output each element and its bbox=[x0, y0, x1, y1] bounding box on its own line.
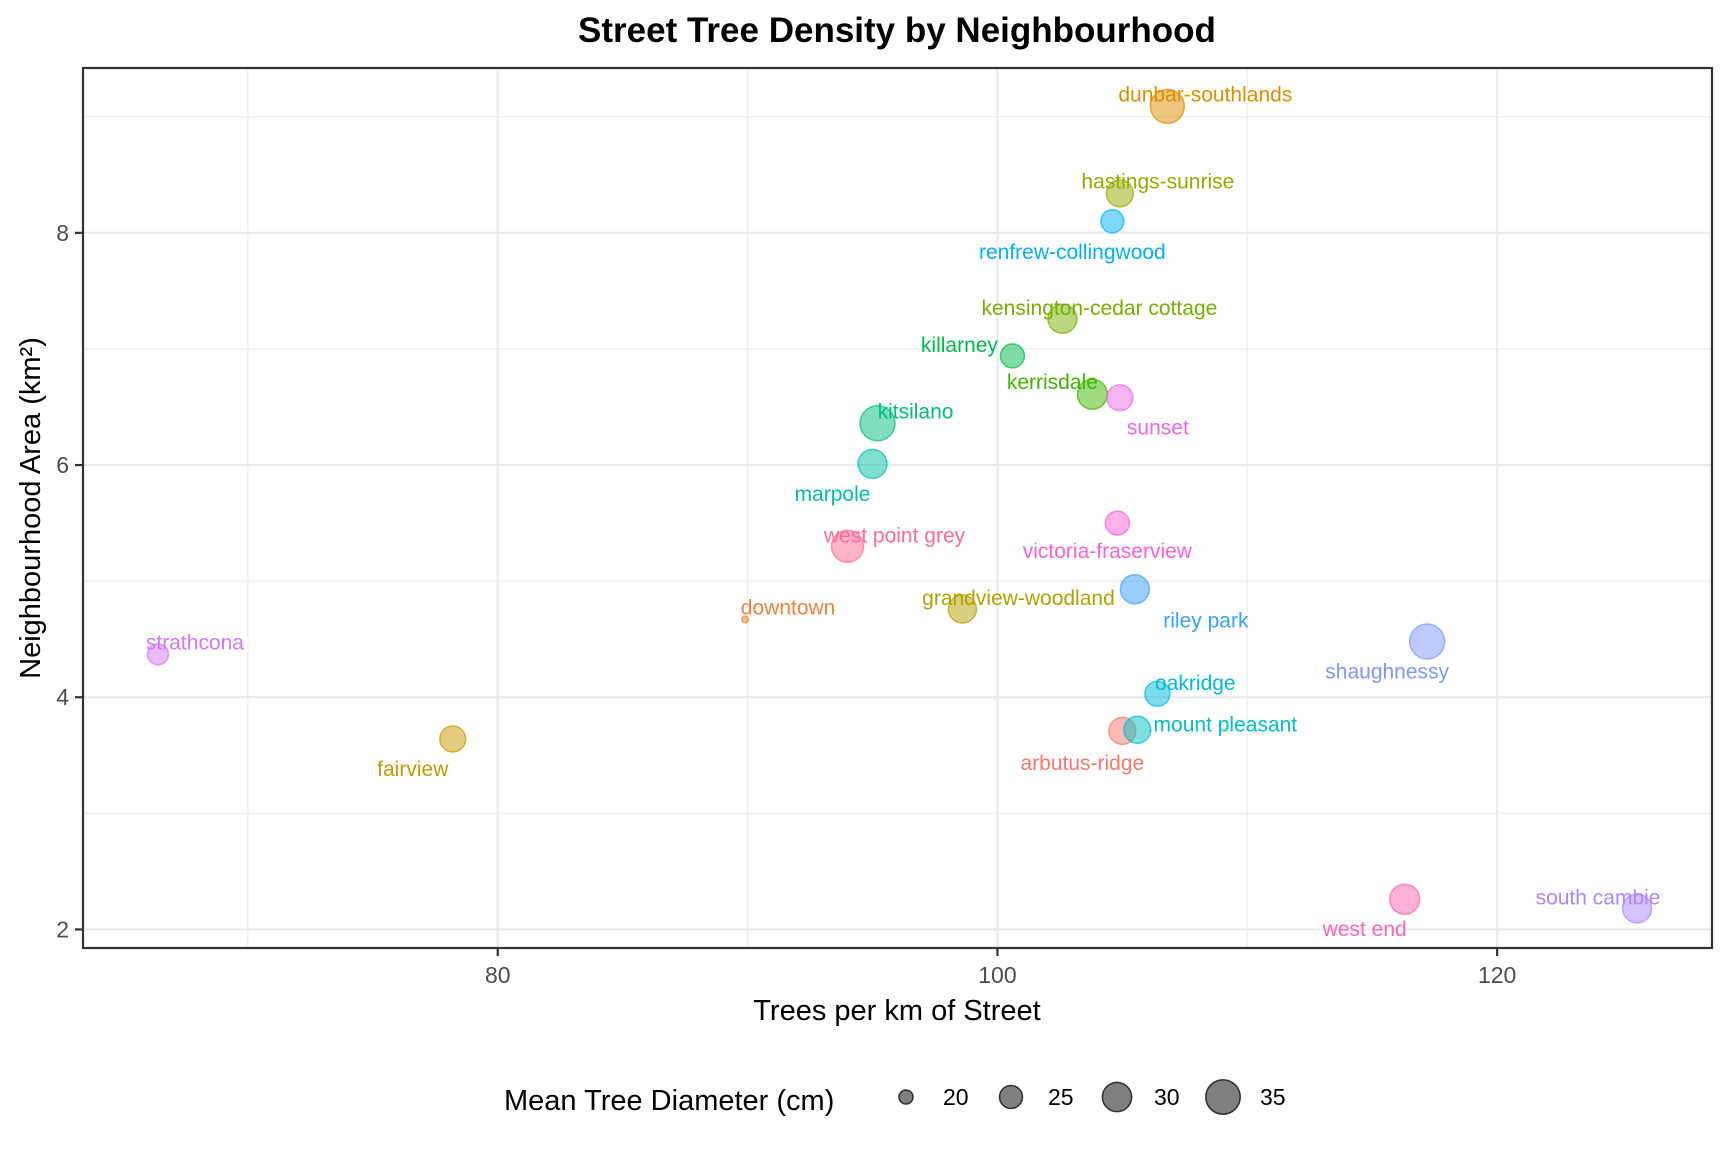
legend-key bbox=[1205, 1079, 1241, 1115]
point-labels-layer: arbutus-ridge downtown dunbar-southlands fa… bbox=[146, 83, 1661, 941]
size-legend: Mean Tree Diameter (cm) 20 25 30 35 bbox=[504, 1079, 1286, 1117]
point-label: riley park bbox=[1163, 609, 1249, 632]
data-point bbox=[1123, 715, 1152, 744]
chart-title: Street Tree Density by Neighbourhood bbox=[578, 11, 1216, 50]
legend-label: 35 bbox=[1260, 1084, 1286, 1110]
data-point bbox=[439, 725, 467, 753]
data-point bbox=[859, 404, 896, 442]
point-label: kensington-cedar cottage bbox=[981, 297, 1217, 320]
legend-key bbox=[998, 1084, 1024, 1110]
y-tick-label: 2 bbox=[56, 916, 69, 942]
point-label: south cambie bbox=[1536, 887, 1661, 910]
point-label: mount pleasant bbox=[1154, 714, 1298, 737]
data-point bbox=[1047, 303, 1078, 334]
grid bbox=[83, 68, 1712, 948]
point-label: shaughnessy bbox=[1325, 661, 1449, 684]
point-label: marpole bbox=[795, 483, 871, 506]
data-point bbox=[857, 448, 888, 480]
x-tick-label: 80 bbox=[485, 962, 511, 988]
data-point bbox=[1388, 883, 1421, 915]
point-label: west point grey bbox=[823, 524, 966, 547]
x-axis-title: Trees per km of Street bbox=[753, 995, 1040, 1027]
points-layer bbox=[146, 88, 1653, 924]
point-label: arbutus-ridge bbox=[1020, 752, 1144, 775]
data-point bbox=[1144, 680, 1171, 708]
data-point bbox=[1408, 623, 1446, 660]
point-label: west end bbox=[1322, 918, 1407, 941]
point-label: fairview bbox=[377, 758, 449, 781]
x-tick-label: 100 bbox=[978, 962, 1016, 988]
legend-key bbox=[1101, 1081, 1133, 1113]
y-tick-label: 8 bbox=[56, 220, 69, 246]
point-label: kitsilano bbox=[878, 400, 954, 423]
data-point bbox=[830, 529, 865, 564]
legend-key bbox=[898, 1089, 914, 1105]
x-tick-label: 120 bbox=[1478, 962, 1516, 988]
data-point bbox=[146, 643, 170, 666]
axes: 80 100 120 2 4 6 8 bbox=[56, 220, 1516, 988]
data-point bbox=[1621, 893, 1653, 924]
point-label: renfrew-collingwood bbox=[979, 241, 1166, 264]
point-label: hastings-sunrise bbox=[1081, 170, 1234, 193]
data-point bbox=[1149, 88, 1186, 125]
data-point bbox=[1105, 179, 1135, 208]
data-point bbox=[1104, 510, 1131, 536]
legend-label: 25 bbox=[1048, 1084, 1074, 1110]
point-label: dunbar-southlands bbox=[1118, 83, 1292, 106]
data-point bbox=[1106, 383, 1134, 412]
point-label: sunset bbox=[1127, 417, 1189, 440]
legend-title: Mean Tree Diameter (cm) bbox=[504, 1085, 834, 1117]
y-tick-label: 4 bbox=[56, 684, 69, 710]
legend-label: 20 bbox=[943, 1084, 969, 1110]
point-label: strathcona bbox=[146, 631, 244, 654]
legend-label: 30 bbox=[1154, 1084, 1180, 1110]
data-point bbox=[999, 343, 1026, 369]
data-point bbox=[947, 594, 978, 624]
y-axis-title: Neighbourhood Area (km²) bbox=[15, 337, 47, 679]
point-label: grandview-woodland bbox=[922, 587, 1115, 610]
point-label: killarney bbox=[921, 334, 999, 357]
point-label: kerrisdale bbox=[1007, 371, 1098, 394]
point-label: downtown bbox=[741, 596, 836, 619]
point-label: victoria-fraserview bbox=[1023, 540, 1193, 563]
data-point bbox=[1119, 574, 1151, 605]
data-point bbox=[1100, 209, 1125, 234]
y-tick-label: 6 bbox=[56, 452, 69, 478]
data-point bbox=[740, 615, 750, 624]
point-label: oakridge bbox=[1155, 672, 1236, 695]
panel-border bbox=[81, 66, 1714, 950]
